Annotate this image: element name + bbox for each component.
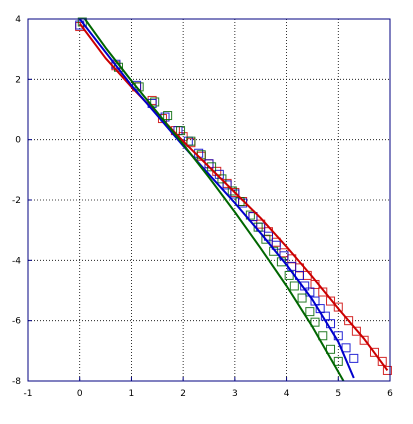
series-2-point <box>150 97 160 107</box>
series-1-point <box>263 231 273 241</box>
y-tick-label: 0 <box>15 136 21 146</box>
x-tick-label: 0 <box>77 389 83 399</box>
series-2-point <box>186 136 196 146</box>
x-tick-label: 2 <box>180 389 186 399</box>
series-1-point <box>248 212 258 222</box>
series-2-point <box>318 331 328 341</box>
series-2-point <box>176 126 186 136</box>
x-tick-label: 6 <box>387 389 393 399</box>
series-0-point <box>318 287 328 297</box>
series-2-point <box>297 293 307 303</box>
series-0-point <box>351 326 361 336</box>
y-tick-label: 4 <box>15 15 21 25</box>
x-tick-label: 3 <box>232 389 238 399</box>
axis-ticks: -1 0 1 2 3 4 5 6 4 2 0 -2 -4 -6 -8 <box>12 15 393 399</box>
series-2-point <box>217 174 227 184</box>
y-tick-label: -8 <box>12 377 21 387</box>
series-2-point <box>326 344 336 354</box>
series-2-point <box>289 281 299 291</box>
grid <box>28 19 390 381</box>
series-0-point <box>333 302 343 312</box>
x-tick-label: 4 <box>284 389 290 399</box>
series-2-point <box>305 307 315 317</box>
series-0-point <box>359 335 369 345</box>
series-2-line <box>84 18 345 382</box>
x-tick-label: -1 <box>24 389 33 399</box>
series-2-point <box>284 270 294 280</box>
y-tick-label: 2 <box>15 75 21 85</box>
x-tick-label: 5 <box>335 389 341 399</box>
series-2-point <box>261 234 271 244</box>
series-0-point <box>377 356 387 366</box>
series-2-point <box>310 317 320 327</box>
series-2-point <box>227 186 237 196</box>
series-1-line <box>78 18 355 379</box>
series-0-point <box>382 365 392 375</box>
series-1-point <box>230 189 240 199</box>
y-tick-label: -2 <box>12 196 21 206</box>
series-0-point <box>326 296 336 306</box>
series-1-point <box>271 240 281 250</box>
series-2-point <box>333 356 343 366</box>
x-tick-label: 1 <box>129 389 135 399</box>
y-tick-label: -6 <box>12 317 21 327</box>
series-1-point <box>349 353 359 363</box>
series-2-point <box>269 246 279 256</box>
series-2-point <box>163 111 173 121</box>
series-0-point <box>344 316 354 326</box>
series-1-point <box>222 180 232 190</box>
series-0-point <box>369 347 379 357</box>
series-2-point <box>207 162 217 172</box>
y-tick-label: -4 <box>12 256 21 266</box>
series-1-point <box>341 343 351 353</box>
data-layer <box>75 17 392 382</box>
